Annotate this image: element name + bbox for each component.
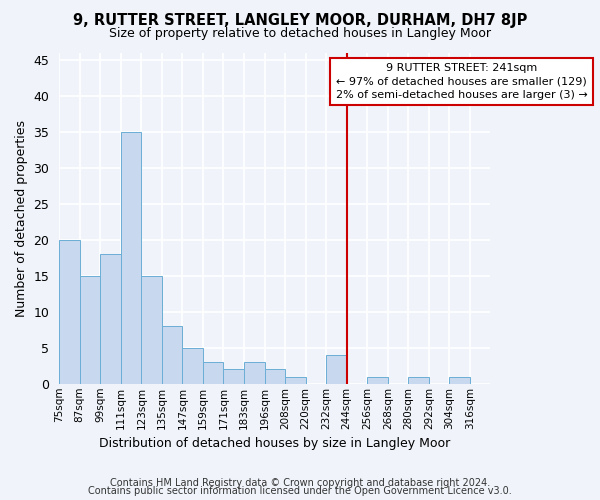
- Bar: [367, 376, 388, 384]
- Text: Size of property relative to detached houses in Langley Moor: Size of property relative to detached ho…: [109, 28, 491, 40]
- Bar: [285, 376, 305, 384]
- Bar: [162, 326, 182, 384]
- Text: 9, RUTTER STREET, LANGLEY MOOR, DURHAM, DH7 8JP: 9, RUTTER STREET, LANGLEY MOOR, DURHAM, …: [73, 12, 527, 28]
- X-axis label: Distribution of detached houses by size in Langley Moor: Distribution of detached houses by size …: [99, 437, 451, 450]
- Y-axis label: Number of detached properties: Number of detached properties: [15, 120, 28, 316]
- Bar: [80, 276, 100, 384]
- Bar: [203, 362, 223, 384]
- Bar: [449, 376, 470, 384]
- Bar: [121, 132, 142, 384]
- Bar: [265, 370, 285, 384]
- Bar: [182, 348, 203, 384]
- Text: 9 RUTTER STREET: 241sqm
← 97% of detached houses are smaller (129)
2% of semi-de: 9 RUTTER STREET: 241sqm ← 97% of detache…: [335, 64, 587, 100]
- Text: Contains public sector information licensed under the Open Government Licence v3: Contains public sector information licen…: [88, 486, 512, 496]
- Bar: [142, 276, 162, 384]
- Bar: [244, 362, 265, 384]
- Bar: [59, 240, 80, 384]
- Bar: [100, 254, 121, 384]
- Bar: [223, 370, 244, 384]
- Text: Contains HM Land Registry data © Crown copyright and database right 2024.: Contains HM Land Registry data © Crown c…: [110, 478, 490, 488]
- Bar: [409, 376, 429, 384]
- Bar: [326, 355, 347, 384]
